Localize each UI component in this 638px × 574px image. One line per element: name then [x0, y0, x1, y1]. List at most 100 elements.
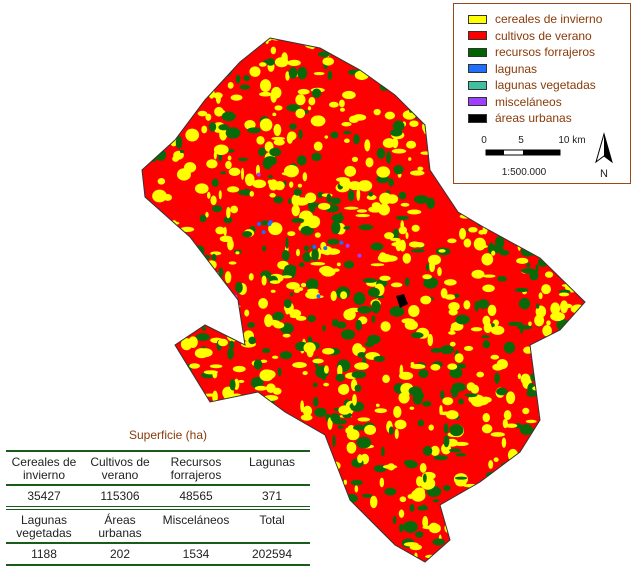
land-patch: [283, 298, 292, 309]
land-patch: [176, 404, 183, 414]
land-patch: [364, 341, 375, 348]
land-patch: [534, 314, 545, 327]
land-patch: [455, 452, 466, 457]
land-patch: [261, 245, 267, 252]
land-patch: [364, 424, 377, 436]
land-patch: [471, 269, 485, 279]
land-patch: [445, 410, 459, 420]
land-patch: [183, 41, 198, 48]
land-patch: [272, 355, 279, 359]
land-patch: [312, 473, 318, 483]
land-patch: [181, 243, 187, 249]
land-patch: [577, 504, 582, 510]
land-patch: [269, 147, 282, 157]
land-patch: [494, 372, 500, 384]
land-patch: [335, 515, 340, 529]
water-patch: [268, 220, 273, 225]
land-patch: [448, 330, 456, 335]
legend-swatch: [468, 14, 487, 24]
land-patch: [321, 487, 331, 500]
land-patch: [293, 188, 303, 196]
land-patch: [357, 352, 366, 359]
land-patch: [238, 52, 245, 59]
table-rule: [6, 484, 310, 486]
land-patch: [142, 340, 147, 346]
land-patch: [270, 46, 277, 55]
land-patch: [161, 284, 174, 289]
land-patch: [398, 509, 405, 518]
land-patch: [343, 309, 356, 321]
land-patch: [503, 484, 512, 495]
land-patch: [184, 260, 192, 272]
land-patch: [311, 248, 319, 262]
land-patch: [440, 390, 445, 400]
land-patch: [353, 424, 366, 431]
land-patch: [516, 257, 529, 264]
land-patch: [303, 342, 316, 354]
land-patch: [282, 333, 291, 338]
land-patch: [516, 234, 527, 241]
land-patch: [367, 287, 380, 298]
land-patch: [411, 224, 420, 232]
land-patch: [526, 262, 531, 268]
land-patch: [311, 88, 322, 98]
land-patch: [423, 125, 430, 135]
land-patch: [339, 99, 345, 108]
land-patch: [535, 264, 539, 273]
land-patch: [191, 64, 203, 77]
land-patch: [407, 209, 422, 215]
land-patch: [314, 478, 320, 485]
land-patch: [336, 177, 350, 183]
land-patch: [211, 291, 221, 302]
land-patch: [483, 322, 493, 334]
legend-label: áreas urbanas: [495, 111, 572, 125]
land-patch: [310, 531, 324, 543]
value-cell: 1188: [31, 547, 57, 561]
land-patch: [410, 561, 415, 562]
land-patch: [218, 124, 230, 131]
land-patch: [354, 485, 359, 493]
land-patch: [569, 258, 577, 263]
land-patch: [302, 371, 308, 376]
land-patch: [162, 117, 172, 125]
land-patch: [172, 155, 179, 162]
land-patch: [557, 211, 564, 217]
land-patch: [546, 496, 561, 504]
scale-bar: 0 5 10 km 1:500.000 N: [481, 132, 613, 180]
land-patch: [343, 138, 350, 144]
land-patch: [338, 384, 350, 395]
land-patch: [398, 392, 410, 404]
land-patch: [357, 417, 371, 422]
land-patch: [454, 476, 468, 480]
land-patch: [410, 362, 415, 366]
land-patch: [157, 226, 163, 230]
land-patch: [239, 38, 248, 44]
land-patch: [382, 138, 396, 149]
header-row: Lagunas vegetadas Áreas urbanas Misceláneo…: [6, 514, 310, 542]
land-patch: [375, 53, 380, 65]
land-patch: [567, 215, 582, 225]
land-patch: [189, 56, 196, 67]
land-patch: [422, 38, 433, 40]
land-patch: [166, 38, 172, 43]
land-patch: [520, 528, 535, 533]
water-patch: [357, 253, 362, 258]
land-patch: [482, 527, 492, 534]
water-patch: [261, 230, 266, 235]
land-patch: [553, 487, 567, 495]
land-patch: [537, 257, 548, 268]
land-patch: [345, 427, 352, 434]
land-patch: [551, 252, 566, 261]
land-patch: [289, 123, 297, 130]
land-patch: [490, 480, 499, 489]
land-patch: [576, 363, 582, 376]
land-patch: [482, 207, 492, 214]
land-patch: [465, 212, 471, 216]
land-patch: [334, 33, 339, 38]
land-patch: [549, 461, 554, 469]
water-patch: [323, 246, 328, 251]
land-patch: [505, 548, 512, 558]
land-patch: [260, 220, 269, 226]
land-patch: [284, 264, 297, 274]
land-patch: [190, 402, 206, 410]
